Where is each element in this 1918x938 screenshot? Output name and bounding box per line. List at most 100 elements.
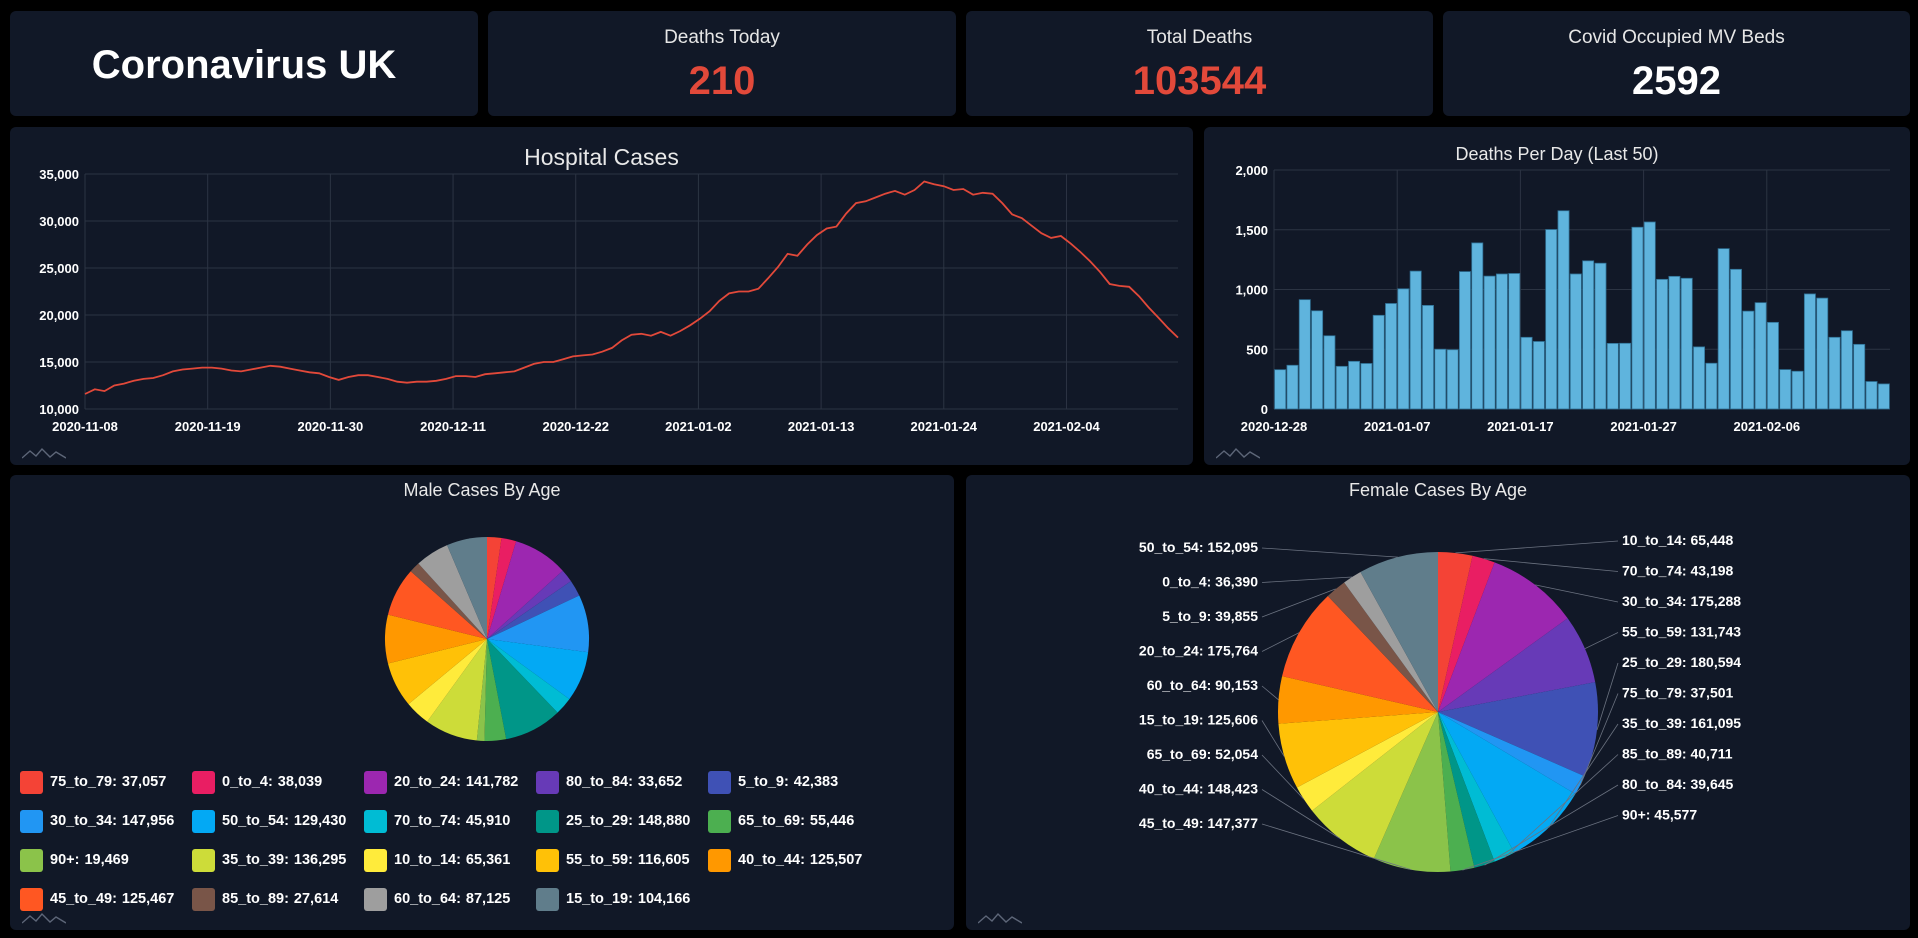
legend-value: 27,614: [293, 891, 339, 907]
legend-item[interactable]: 30_to_34: 147,956: [20, 809, 174, 833]
legend-item[interactable]: 35_to_39: 136,295: [192, 848, 346, 872]
legend-item[interactable]: 40_to_44: 125,507: [708, 848, 862, 872]
pie-slice: [487, 538, 517, 639]
pie-slice: [1438, 618, 1596, 712]
legend-item[interactable]: 90+: 19,469: [20, 848, 129, 872]
bar: [1409, 270, 1422, 410]
legend-item[interactable]: 85_to_89: 27,614: [192, 887, 338, 911]
y-tick-label: 500: [1246, 342, 1268, 357]
legend-label: 85_to_89:: [222, 891, 289, 907]
pie-slice: [1438, 712, 1515, 862]
bar: [1865, 381, 1878, 410]
kpi-value: 103544: [1132, 59, 1267, 103]
kpi-total-deaths: Total Deaths 103544: [966, 11, 1433, 116]
legend-swatch: [364, 770, 387, 794]
bar: [1643, 221, 1656, 410]
pie-slice: [387, 571, 487, 639]
legend-value: 45,910: [465, 813, 511, 829]
legend-item[interactable]: 10_to_14: 65,361: [364, 848, 510, 872]
chart-title: Female Cases By Age: [1348, 480, 1528, 500]
legend-value: 141,782: [465, 774, 519, 790]
pie-slice: [387, 639, 487, 705]
chart-logo-icon: [22, 912, 66, 924]
legend-item[interactable]: 80_to_84: 33,652: [536, 770, 682, 794]
chart-title: Male Cases By Age: [403, 480, 561, 500]
legend-item[interactable]: 15_to_19: 104,166: [536, 887, 690, 911]
legend-item[interactable]: 20_to_24: 141,782: [364, 770, 518, 794]
slice-label: 85_to_89: 40,711: [1622, 746, 1733, 762]
legend-item[interactable]: 60_to_64: 87,125: [364, 887, 510, 911]
slice-label: 20_to_24: 175,764: [1139, 643, 1258, 659]
pie-slice: [1438, 552, 1473, 712]
x-tick-label: 2020-12-28: [1241, 419, 1308, 434]
pie-slice: [1438, 712, 1576, 853]
x-tick-label: 2021-02-04: [1033, 419, 1100, 434]
pie-slice: [408, 639, 487, 722]
legend-item[interactable]: 0_to_4: 38,039: [192, 770, 322, 794]
legend-swatch: [364, 809, 387, 833]
bar: [1816, 297, 1829, 410]
bar: [1606, 342, 1619, 410]
x-tick-label: 2021-01-17: [1487, 419, 1554, 434]
legend-value: 87,125: [465, 891, 511, 907]
callout-line: [1261, 588, 1336, 618]
bar: [1286, 364, 1299, 410]
pie-slice: [447, 537, 487, 639]
slice-label: 60_to_64: 90,153: [1147, 677, 1259, 693]
legend-label: 55_to_59:: [566, 852, 633, 868]
legend-label: 20_to_24:: [394, 774, 461, 790]
pie-slice: [476, 639, 487, 741]
legend-value: 148,880: [637, 813, 691, 829]
bar: [1840, 330, 1853, 410]
legend-item[interactable]: 55_to_59: 116,605: [536, 848, 690, 872]
slice-label: 10_to_14: 65,448: [1622, 532, 1734, 548]
pie-slice: [487, 570, 571, 639]
legend-item[interactable]: 50_to_54: 129,430: [192, 809, 346, 833]
y-tick-label: 30,000: [39, 214, 79, 229]
bar: [1693, 346, 1706, 410]
pie-slice: [487, 595, 589, 653]
legend-item[interactable]: 70_to_74: 45,910: [364, 809, 510, 833]
legend-swatch: [192, 770, 215, 794]
slice-label: 90+: 45,577: [1622, 807, 1697, 823]
legend-value: 125,507: [809, 852, 863, 868]
kpi-label: Total Deaths: [1146, 27, 1253, 48]
bar: [1767, 321, 1779, 410]
y-tick-label: 25,000: [39, 261, 79, 276]
kpi-value: 2592: [1632, 59, 1721, 103]
legend-swatch: [192, 809, 215, 833]
legend-label: 0_to_4:: [222, 774, 273, 790]
bar: [1385, 303, 1397, 410]
bar: [1631, 226, 1644, 410]
legend-swatch: [20, 770, 43, 794]
legend-label: 15_to_19:: [566, 891, 633, 907]
legend-item[interactable]: 65_to_69: 55,446: [708, 809, 854, 833]
bar: [1372, 314, 1385, 410]
chart-title: Deaths Per Day (Last 50): [1455, 144, 1659, 164]
slice-label: 45_to_49: 147,377: [1139, 815, 1258, 831]
legend-swatch: [20, 887, 43, 911]
bar: [1311, 310, 1324, 410]
kpi-label: Deaths Today: [664, 27, 780, 48]
legend-value: 55,446: [809, 813, 855, 829]
pie-slice: [1438, 682, 1599, 777]
legend-label: 65_to_69:: [738, 813, 805, 829]
legend-label: 25_to_29:: [566, 813, 633, 829]
bar: [1742, 310, 1755, 410]
pie-slice: [487, 639, 558, 740]
pie-slice: [1438, 712, 1495, 868]
x-tick-label: 2021-01-07: [1364, 419, 1431, 434]
pie-slice: [1438, 712, 1585, 794]
bar: [1668, 275, 1681, 410]
legend-item[interactable]: 5_to_9: 42,383: [708, 770, 838, 794]
pie-slice: [1327, 582, 1438, 712]
bar: [1656, 278, 1669, 410]
slice-label: 55_to_59: 131,743: [1622, 624, 1741, 640]
slice-label: 65_to_69: 52,054: [1147, 746, 1259, 762]
legend-item[interactable]: 45_to_49: 125,467: [20, 887, 174, 911]
legend-item[interactable]: 25_to_29: 148,880: [536, 809, 690, 833]
legend-item[interactable]: 75_to_79: 37,057: [20, 770, 166, 794]
bar: [1791, 370, 1804, 410]
pie-slice: [410, 563, 487, 639]
slice-label: 75_to_79: 37,501: [1622, 685, 1734, 701]
